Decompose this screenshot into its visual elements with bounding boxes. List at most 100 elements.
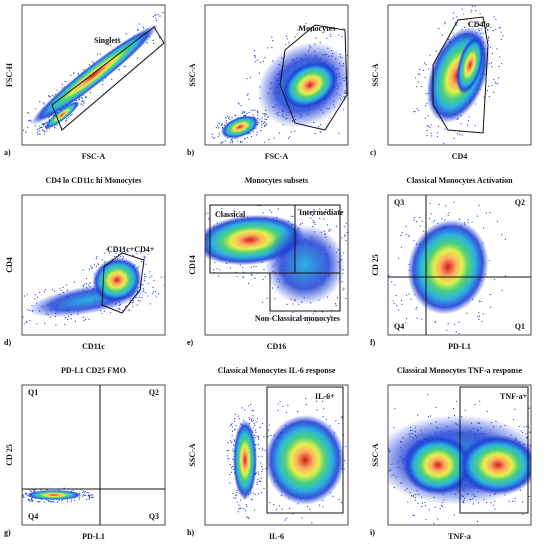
event-dot: [474, 103, 476, 105]
event-dot: [427, 394, 429, 396]
event-dot: [262, 301, 264, 303]
event-dot: [299, 223, 302, 225]
event-dot: [360, 454, 361, 455]
event-dot: [44, 322, 46, 324]
event-dot: [486, 29, 489, 31]
event-dot: [269, 209, 271, 212]
event-dot: [249, 76, 251, 79]
event-dot: [318, 125, 320, 128]
event-dot: [376, 410, 377, 411]
event-dot: [231, 141, 234, 143]
event-dot: [305, 214, 307, 216]
event-dot: [432, 221, 435, 223]
event-dot: [533, 510, 534, 511]
event-dot: [169, 290, 170, 291]
event-dot: [528, 495, 530, 498]
event-dot: [360, 441, 361, 442]
event-dot: [392, 300, 394, 302]
event-dot: [356, 448, 357, 449]
event-dot: [429, 415, 432, 417]
event-dot: [83, 69, 85, 71]
event-dot: [97, 263, 99, 265]
event-dot: [244, 510, 247, 512]
event-dot: [532, 479, 533, 480]
event-dot: [368, 458, 369, 459]
event-dot: [405, 225, 407, 227]
event-dot: [73, 281, 76, 283]
event-dot: [23, 323, 25, 325]
event-dot: [66, 117, 68, 119]
event-dot: [358, 269, 359, 270]
gate-label: Classical: [215, 210, 246, 219]
event-dot: [197, 247, 198, 248]
event-dot: [319, 208, 321, 210]
event-dot: [31, 499, 33, 502]
event-dot: [64, 316, 67, 319]
event-dot: [264, 121, 266, 123]
event-dot: [237, 511, 239, 513]
event-dot: [27, 126, 29, 128]
event-dot: [374, 479, 375, 480]
gate-label: Q1: [515, 322, 525, 331]
event-dot: [39, 133, 41, 135]
panel-letter: e): [187, 338, 194, 347]
event-dot: [256, 484, 258, 486]
gate: [51, 26, 165, 131]
event-dot: [415, 77, 417, 79]
event-dot: [314, 133, 316, 135]
event-dot: [258, 72, 261, 74]
event-dot: [489, 46, 492, 48]
panel: Monocytes FSC-A SSC-A b): [187, 4, 358, 161]
event-dot: [29, 119, 31, 121]
event-dot: [287, 137, 290, 139]
event-dot: [313, 221, 315, 223]
event-dot: [529, 431, 531, 433]
event-dot: [118, 69, 120, 71]
event-dot: [83, 100, 85, 102]
event-dot: [357, 64, 358, 65]
event-dot: [228, 116, 231, 118]
event-dot: [231, 426, 233, 428]
event-dot: [15, 135, 16, 136]
event-dot: [547, 451, 548, 452]
event-dot: [246, 516, 248, 518]
event-dot: [413, 514, 415, 516]
event-dot: [274, 298, 276, 300]
event-dot: [350, 44, 351, 45]
event-dot: [430, 213, 432, 215]
event-dot: [29, 489, 31, 492]
event-dot: [363, 268, 364, 269]
event-dot: [350, 229, 351, 230]
event-dot: [39, 501, 41, 503]
event-dot: [34, 294, 36, 296]
event-dot: [459, 133, 461, 136]
event-dot: [208, 218, 210, 220]
event-dot: [350, 92, 351, 93]
event-dot: [262, 468, 264, 470]
event-dot: [434, 506, 436, 508]
event-dot: [405, 233, 407, 235]
event-dot: [142, 284, 144, 286]
event-dot: [237, 415, 239, 417]
event-dot: [33, 298, 36, 300]
event-dot: [476, 215, 478, 217]
event-dot: [154, 14, 156, 17]
event-dot: [74, 320, 77, 322]
event-dot: [271, 36, 273, 38]
event-dot: [229, 424, 231, 427]
event-dot: [215, 127, 217, 129]
event-dot: [242, 110, 244, 112]
event-dot: [544, 433, 545, 434]
event-dot: [309, 318, 311, 321]
event-dot: [238, 103, 240, 105]
event-dot: [256, 481, 258, 483]
event-dot: [250, 135, 253, 138]
event-dot: [508, 500, 510, 502]
event-dot: [238, 508, 240, 510]
event-dot: [269, 312, 271, 314]
event-dot: [32, 499, 34, 501]
event-dot: [83, 102, 85, 104]
event-dot: [419, 68, 421, 71]
event-dot: [425, 518, 427, 521]
event-dot: [467, 219, 469, 221]
